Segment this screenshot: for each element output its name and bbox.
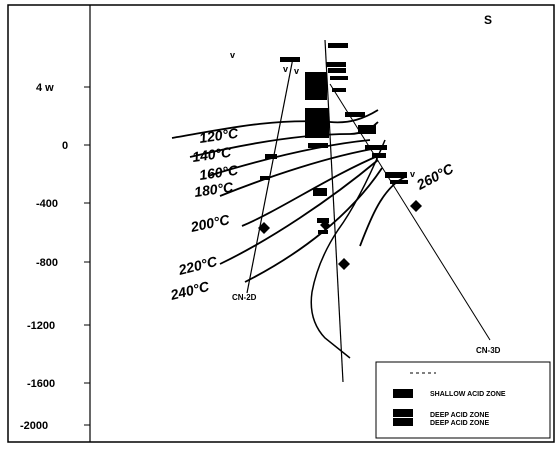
acid-zone-bar <box>358 125 376 134</box>
isotherm-labels: 120°C 140°C 160°C 180°C 200°C 220°C 240°… <box>168 125 457 304</box>
acid-zone-bar <box>317 218 329 223</box>
well-label-cn-3d: CN-3D <box>476 346 501 355</box>
acid-zone-bar <box>265 154 277 159</box>
acid-zone-bar <box>390 180 408 184</box>
acid-zone-bar <box>313 188 327 196</box>
acid-zone-bar <box>308 143 328 148</box>
v-markers: v v v v <box>230 50 415 179</box>
isotherm-label-160: 160°C <box>198 162 240 183</box>
y-tick-label: 0 <box>62 140 68 152</box>
y-tick-label: -400 <box>36 198 58 210</box>
acid-zone-bar <box>326 62 346 67</box>
well-track-cn-2d <box>246 57 294 294</box>
v-marker: v <box>410 169 415 179</box>
isotherm-label-140: 140°C <box>191 144 233 165</box>
figure-frame <box>7 4 555 443</box>
legend-swatch-deep <box>393 409 413 417</box>
diamond-marker <box>410 200 422 212</box>
acid-zone-bar <box>318 230 328 234</box>
acid-zone-bar <box>305 72 327 100</box>
acid-zone-bar <box>345 112 365 117</box>
isotherm-180 <box>219 147 379 197</box>
well-track-cn-3d <box>329 83 491 341</box>
y-axis: 4 w 0 -400 -800 -1200 -1600 -2000 <box>20 82 90 432</box>
diamond-marker <box>320 220 330 230</box>
isotherm-label-120: 120°C <box>198 125 240 146</box>
acid-zone-bar <box>385 172 407 178</box>
acid-zone-bar <box>332 88 346 92</box>
isotherm-160 <box>207 139 371 177</box>
corner-label-s: S <box>484 13 492 27</box>
isotherm-200 <box>241 154 381 227</box>
acid-zone-bar <box>330 76 348 80</box>
legend-swatch-deep <box>393 418 413 426</box>
well-track-central <box>324 39 344 383</box>
legend-label: DEEP ACID ZONE <box>430 412 489 419</box>
y-tick-label: -800 <box>36 257 58 269</box>
acid-zone-bar <box>305 108 329 138</box>
v-marker: v <box>283 64 288 74</box>
v-marker: v <box>230 50 235 60</box>
legend-swatch-shallow <box>393 389 413 398</box>
isotherm-label-260: 260°C <box>413 160 457 193</box>
isotherm-label-220: 220°C <box>176 253 220 278</box>
y-tick-label: -2000 <box>20 420 48 432</box>
acid-zone-bars <box>260 43 408 234</box>
diamond-marker <box>338 258 350 270</box>
isotherm-label-200: 200°C <box>188 211 231 235</box>
y-tick-label: -1600 <box>27 378 55 390</box>
v-marker: v <box>294 66 299 76</box>
acid-zone-bar <box>328 68 346 73</box>
isotherm-label-240: 240°C <box>168 278 212 303</box>
legend: SHALLOW ACID ZONE DEEP ACID ZONE DEEP AC… <box>375 361 551 439</box>
acid-zone-bar <box>372 153 386 158</box>
acid-zone-bar <box>280 57 300 62</box>
well-track-curved <box>310 139 386 359</box>
acid-zone-bar <box>328 43 348 48</box>
isotherm-label-180: 180°C <box>193 179 235 200</box>
diamond-markers <box>258 200 422 270</box>
acid-zone-bar <box>365 145 387 150</box>
well-label-cn-2d: CN-2D <box>232 293 257 302</box>
legend-label: SHALLOW ACID ZONE <box>430 391 506 398</box>
y-tick-label: -1200 <box>27 320 55 332</box>
legend-label: DEEP ACID ZONE <box>430 420 489 427</box>
isotherm-220 <box>219 159 379 265</box>
y-tick-label: 4 w <box>36 82 54 94</box>
acid-zone-bar <box>260 176 270 180</box>
diamond-marker <box>258 222 270 234</box>
